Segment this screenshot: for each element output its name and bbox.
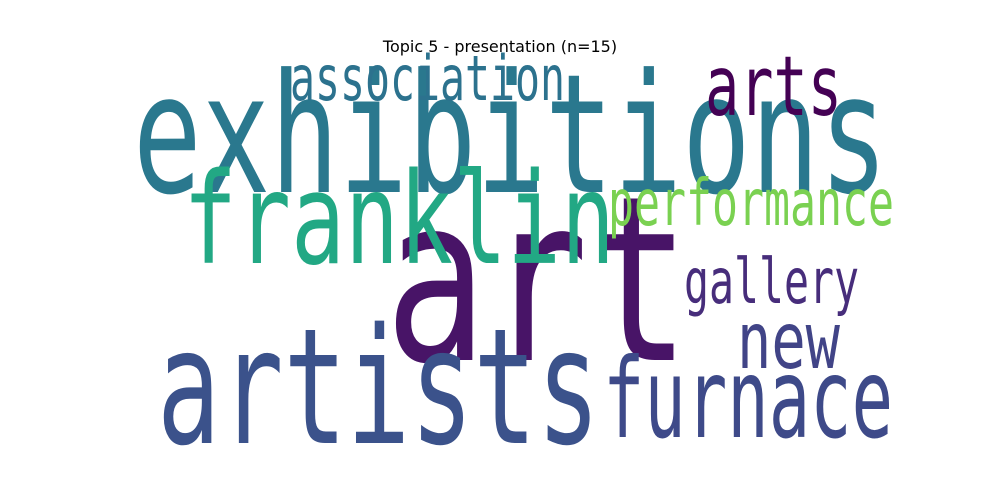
- word-gallery: gallery: [684, 245, 859, 318]
- word-arts: arts: [705, 38, 842, 135]
- word-association: association: [290, 42, 565, 115]
- word-performance: performance: [608, 166, 894, 241]
- word-franklin: franklin: [183, 146, 615, 293]
- word-art: art: [385, 148, 690, 415]
- word-furnace: furnace: [603, 336, 893, 464]
- word-new: new: [737, 296, 841, 387]
- chart-title: Topic 5 - presentation (n=15): [382, 37, 618, 56]
- word-artists: artists: [157, 294, 600, 481]
- word-exhibitions: exhibitions: [133, 39, 888, 232]
